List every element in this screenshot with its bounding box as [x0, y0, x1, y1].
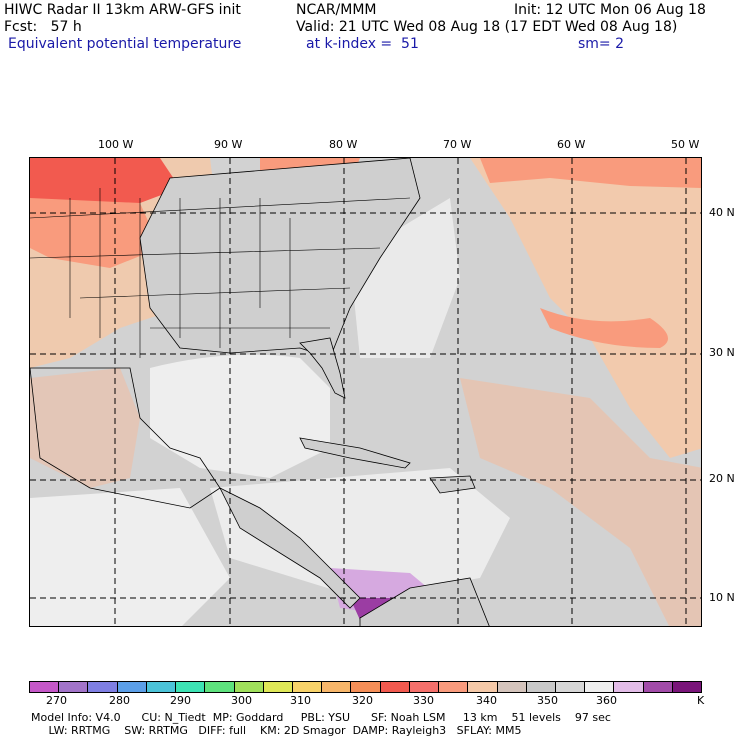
lon-label-50w: 50 W: [671, 138, 700, 151]
colorbar-label-340: 340: [476, 694, 497, 707]
model-title: HIWC Radar II 13km ARW-GFS init: [4, 2, 241, 18]
colorbar-swatch: [30, 682, 60, 692]
level-label: at k-index = 51: [306, 36, 419, 52]
land-central-america: [219, 487, 361, 609]
center-label: NCAR/MMM: [296, 2, 377, 18]
lon-label-100w: 100 W: [98, 138, 134, 151]
colorbar-label-270: 270: [46, 694, 67, 707]
lat-label-40n: 40 N: [709, 206, 735, 219]
state-borders: [30, 188, 411, 358]
colorbar: [29, 681, 702, 693]
colorbar-swatch: [263, 682, 293, 692]
colorbar-swatch: [672, 682, 702, 692]
colorbar-label-310: 310: [290, 694, 311, 707]
colorbar-swatch: [555, 682, 586, 692]
valid-time: Valid: 21 UTC Wed 08 Aug 18 (17 EDT Wed …: [296, 19, 678, 35]
colorbar-swatch: [468, 682, 498, 692]
forecast-hour: Fcst: 57 h: [4, 19, 82, 35]
warm-region-atlantic-south: [460, 378, 701, 626]
graticule: [30, 158, 701, 626]
lat-label-20n: 20 N: [709, 472, 735, 485]
land-florida: [299, 337, 346, 399]
colorbar-unit: K: [697, 694, 705, 707]
colorbar-swatch: [643, 682, 673, 692]
lat-label-30n: 30 N: [709, 346, 735, 359]
warm-region-mexico: [30, 368, 140, 488]
field-name: Equivalent potential temperature: [8, 36, 242, 52]
colorbar-swatch: [234, 682, 264, 692]
model-info-line2: LW: RRTMG SW: RRTMG DIFF: full KM: 2D Sm…: [31, 724, 522, 737]
lon-label-70w: 70 W: [443, 138, 472, 151]
cool-region-atlantic-coast: [350, 198, 460, 358]
map-plot: [30, 158, 701, 626]
colorbar-swatch: [322, 682, 352, 692]
colorbar-swatch: [292, 682, 323, 692]
lon-label-60w: 60 W: [557, 138, 586, 151]
warm-region-north-atlantic: [470, 158, 701, 458]
cool-region-caribbean: [210, 468, 510, 598]
model-info-line1: Model Info: V4.0 CU: N_Tiedt MP: Goddard…: [31, 711, 611, 724]
cool-region-east-pacific: [30, 488, 230, 626]
colorbar-label-360: 360: [596, 694, 617, 707]
colorbar-swatch: [526, 682, 556, 692]
lon-label-90w: 90 W: [214, 138, 243, 151]
init-time: Init: 12 UTC Mon 06 Aug 18: [514, 2, 706, 18]
cool-region-gulf: [150, 354, 330, 478]
colorbar-label-290: 290: [170, 694, 191, 707]
hot-region-north-plains: [30, 158, 180, 213]
colorbar-swatch: [176, 682, 206, 692]
colorbar-swatch: [117, 682, 147, 692]
map-panel: [29, 157, 702, 627]
colorbar-swatch: [409, 682, 440, 692]
colorbar-label-320: 320: [352, 694, 373, 707]
land-cuba: [299, 437, 411, 469]
colorbar-swatch: [205, 682, 235, 692]
colorbar-label-280: 280: [109, 694, 130, 707]
colorbar-swatch: [380, 682, 410, 692]
colorbar-label-350: 350: [537, 694, 558, 707]
colorbar-swatch: [351, 682, 381, 692]
hot-region-northeast-atlantic: [480, 158, 701, 188]
hot-region-plains-salmon: [30, 198, 160, 268]
colorbar-label-330: 330: [413, 694, 434, 707]
lon-label-80w: 80 W: [329, 138, 358, 151]
smoothing-label: sm= 2: [578, 36, 625, 52]
colorbar-swatch: [497, 682, 527, 692]
colorbar-swatch: [88, 682, 118, 692]
colorbar-swatch: [59, 682, 89, 692]
colorbar-swatch: [146, 682, 177, 692]
lat-label-10n: 10 N: [709, 591, 735, 604]
colorbar-swatch: [614, 682, 644, 692]
colorbar-swatch: [439, 682, 469, 692]
colorbar-swatch: [585, 682, 615, 692]
land-south-america: [359, 577, 490, 626]
colorbar-label-300: 300: [231, 694, 252, 707]
